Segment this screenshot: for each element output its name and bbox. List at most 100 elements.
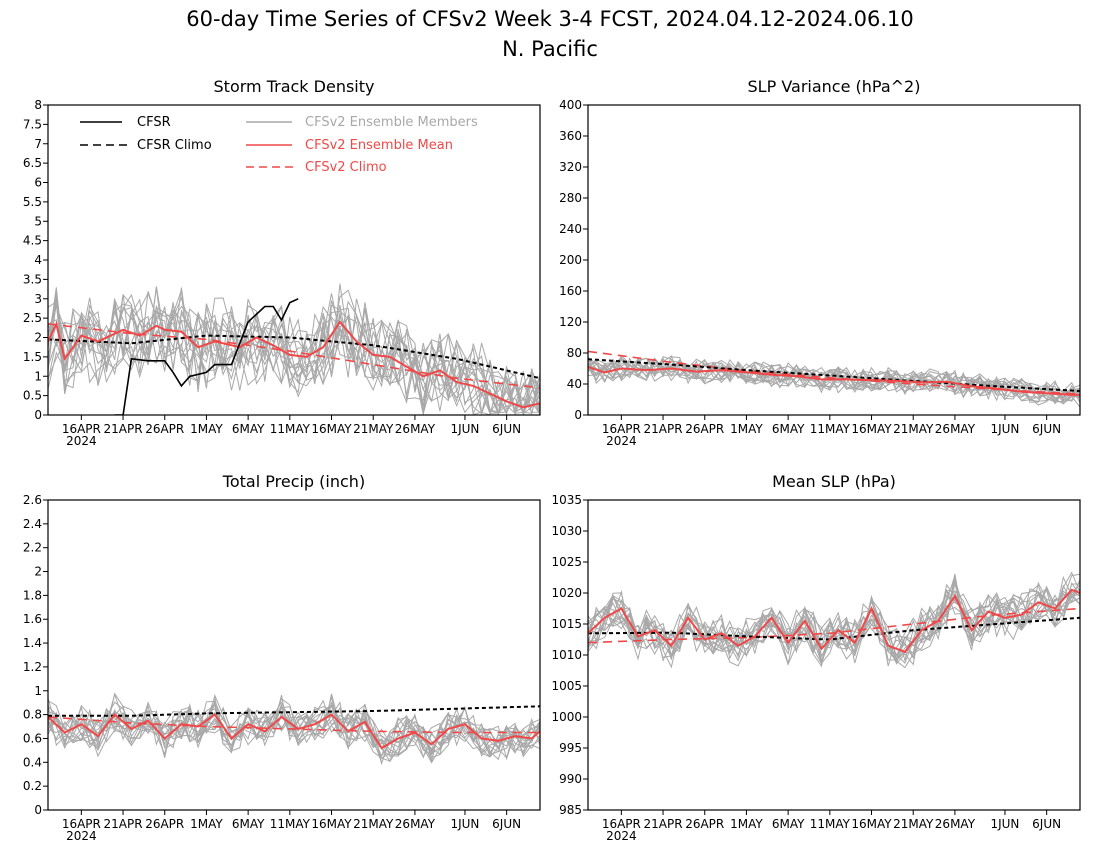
y-tick-label-mean-slp: 985 [559, 803, 582, 817]
y-tick-label-storm-track: 2.5 [23, 311, 42, 325]
plot-frame-slp-variance [587, 104, 1081, 416]
y-tick-label-slp-variance: 80 [567, 346, 582, 360]
legend-label-cfsv2-climo: CFSv2 Climo [305, 160, 387, 175]
y-tick-label-mean-slp: 1010 [551, 648, 582, 662]
y-tick-label-mean-slp: 1035 [551, 493, 582, 507]
x-tick-label-slp-variance: 26APR [685, 422, 724, 436]
y-tick-label-mean-slp: 1000 [551, 710, 582, 724]
x-tick-label-total-precip: 6JUN [492, 817, 521, 831]
y-tick-label-mean-slp: 990 [559, 772, 582, 786]
y-tick-label-mean-slp: 1030 [551, 524, 582, 538]
panel-total-precip: Total Precip (inch) 0 0.2 0.4 0.6 0.8 1 1.2 1.4… [23, 472, 541, 843]
x-tick-label-mean-slp: 16APR [602, 817, 641, 831]
x-tick-label-storm-track: 1JUN [450, 422, 479, 436]
x-tick-label-slp-variance: 11MAY [810, 422, 851, 436]
x-tick-label-storm-track: 6MAY [232, 422, 265, 436]
x-tick-label-slp-variance: 6JUN [1032, 422, 1061, 436]
y-tick-label-storm-track: 6 [34, 176, 42, 190]
x-tick-label-storm-track: 21APR [104, 422, 143, 436]
y-tick-label-slp-variance: 400 [559, 98, 582, 112]
y-tick-label-storm-track: 5.5 [23, 195, 42, 209]
member-line-storm-track [48, 283, 540, 415]
y-tick-label-mean-slp: 1025 [551, 555, 582, 569]
y-tick-label-total-precip: 0.6 [23, 731, 42, 745]
panel-title-slp-variance: SLP Variance (hPa^2) [748, 77, 921, 96]
x-tick-label-slp-variance: 26MAY [935, 422, 976, 436]
y-tick-label-total-precip: 0.4 [23, 755, 42, 769]
figure-subtitle: N. Pacific [502, 37, 598, 61]
y-tick-label-storm-track: 4.5 [23, 234, 42, 248]
y-tick-label-total-precip: 2.2 [23, 541, 42, 555]
series-cfsv2-ensemble-mean-total-precip [48, 713, 540, 750]
member-line-total-precip [48, 693, 540, 759]
panel-storm-track-density: Storm Track Density 0 0.5 1 1.5 2 2.5 3 3.5 4 4.5… [23, 77, 541, 448]
plot-frame-mean-slp [587, 499, 1081, 811]
y-tick-label-slp-variance: 120 [559, 315, 582, 329]
y-tick-label-storm-track: 7 [34, 137, 42, 151]
legend-label-cfsr-climo: CFSR Climo [137, 138, 212, 153]
legend: CFSR CFSR Climo CFSv2 Ensemble Members C… [80, 115, 478, 175]
x-tick-label-mean-slp: 16MAY [851, 817, 892, 831]
panel-mean-slp: Mean SLP (hPa) 985 990 995 1000 1005 1010 1015… [551, 472, 1081, 843]
x-tick-label-storm-track: 26APR [145, 422, 184, 436]
member-line-slp-variance [588, 356, 1080, 397]
panel-slp-variance: SLP Variance (hPa^2) 0 40 80 120 160 200 240 28… [559, 77, 1081, 448]
panel-title-total-precip: Total Precip (inch) [222, 472, 365, 491]
member-line-total-precip [48, 698, 540, 757]
member-line-mean-slp [588, 589, 1080, 665]
x-tick-label-total-precip: 21APR [104, 817, 143, 831]
series-cfsr-climo-slp-variance [588, 358, 1080, 392]
x-tick-label-storm-track: 16APR [62, 422, 101, 436]
y-tick-label-slp-variance: 240 [559, 222, 582, 236]
y-tick-label-slp-variance: 200 [559, 253, 582, 267]
y-tick-label-storm-track: 3.5 [23, 272, 42, 286]
x-tick-label-storm-track: 1MAY [190, 422, 223, 436]
x-tick-label-total-precip: 1JUN [450, 817, 479, 831]
y-tick-label-mean-slp: 1005 [551, 679, 582, 693]
x-tick-year-storm-track: 2024 [66, 434, 97, 448]
x-tick-label-mean-slp: 26MAY [935, 817, 976, 831]
y-tick-label-storm-track: 0 [34, 408, 42, 422]
y-tick-label-slp-variance: 160 [559, 284, 582, 298]
x-tick-year-total-precip: 2024 [66, 829, 97, 843]
series-cfsv2-ensemble-mean-storm-track [48, 320, 540, 409]
legend-label-cfsr: CFSR [137, 115, 171, 130]
member-line-slp-variance [588, 354, 1080, 402]
y-tick-label-storm-track: 0.5 [23, 389, 42, 403]
y-tick-label-total-precip: 0.2 [23, 779, 42, 793]
y-tick-label-total-precip: 1.6 [23, 612, 42, 626]
x-tick-label-total-precip: 16APR [62, 817, 101, 831]
y-tick-label-slp-variance: 280 [559, 191, 582, 205]
series-cfsr-storm-track [114, 298, 299, 415]
x-tick-label-storm-track: 6JUN [492, 422, 521, 436]
x-tick-label-mean-slp: 6MAY [772, 817, 805, 831]
x-tick-label-slp-variance: 1MAY [730, 422, 763, 436]
y-tick-label-total-precip: 2.4 [23, 517, 42, 531]
y-tick-label-storm-track: 1 [34, 369, 42, 383]
panel-title-mean-slp: Mean SLP (hPa) [772, 472, 896, 491]
plot-frame-storm-track [47, 104, 541, 416]
series-cfsr-climo-total-precip [48, 705, 540, 717]
x-tick-year-mean-slp: 2024 [606, 829, 637, 843]
x-tick-label-storm-track: 16MAY [311, 422, 352, 436]
x-tick-label-mean-slp: 6JUN [1032, 817, 1061, 831]
y-tick-label-total-precip: 2 [34, 565, 42, 579]
figure-title: 60-day Time Series of CFSv2 Week 3-4 FCS… [186, 7, 914, 31]
x-tick-label-total-precip: 1MAY [190, 817, 223, 831]
member-line-storm-track [48, 290, 540, 415]
x-tick-label-storm-track: 11MAY [270, 422, 311, 436]
x-tick-label-slp-variance: 16APR [602, 422, 641, 436]
y-tick-label-storm-track: 4 [34, 253, 42, 267]
series-cfsv2-climo-total-precip [48, 716, 540, 734]
y-tick-label-mean-slp: 995 [559, 741, 582, 755]
x-tick-label-slp-variance: 16MAY [851, 422, 892, 436]
y-tick-label-storm-track: 1.5 [23, 350, 42, 364]
x-tick-label-total-precip: 6MAY [232, 817, 265, 831]
legend-label-members: CFSv2 Ensemble Members [305, 115, 478, 130]
x-tick-label-mean-slp: 21APR [644, 817, 683, 831]
y-tick-label-slp-variance: 320 [559, 160, 582, 174]
member-line-storm-track [48, 310, 540, 415]
plot-frame-total-precip [47, 499, 541, 811]
x-tick-year-slp-variance: 2024 [606, 434, 637, 448]
member-line-storm-track [48, 298, 540, 415]
